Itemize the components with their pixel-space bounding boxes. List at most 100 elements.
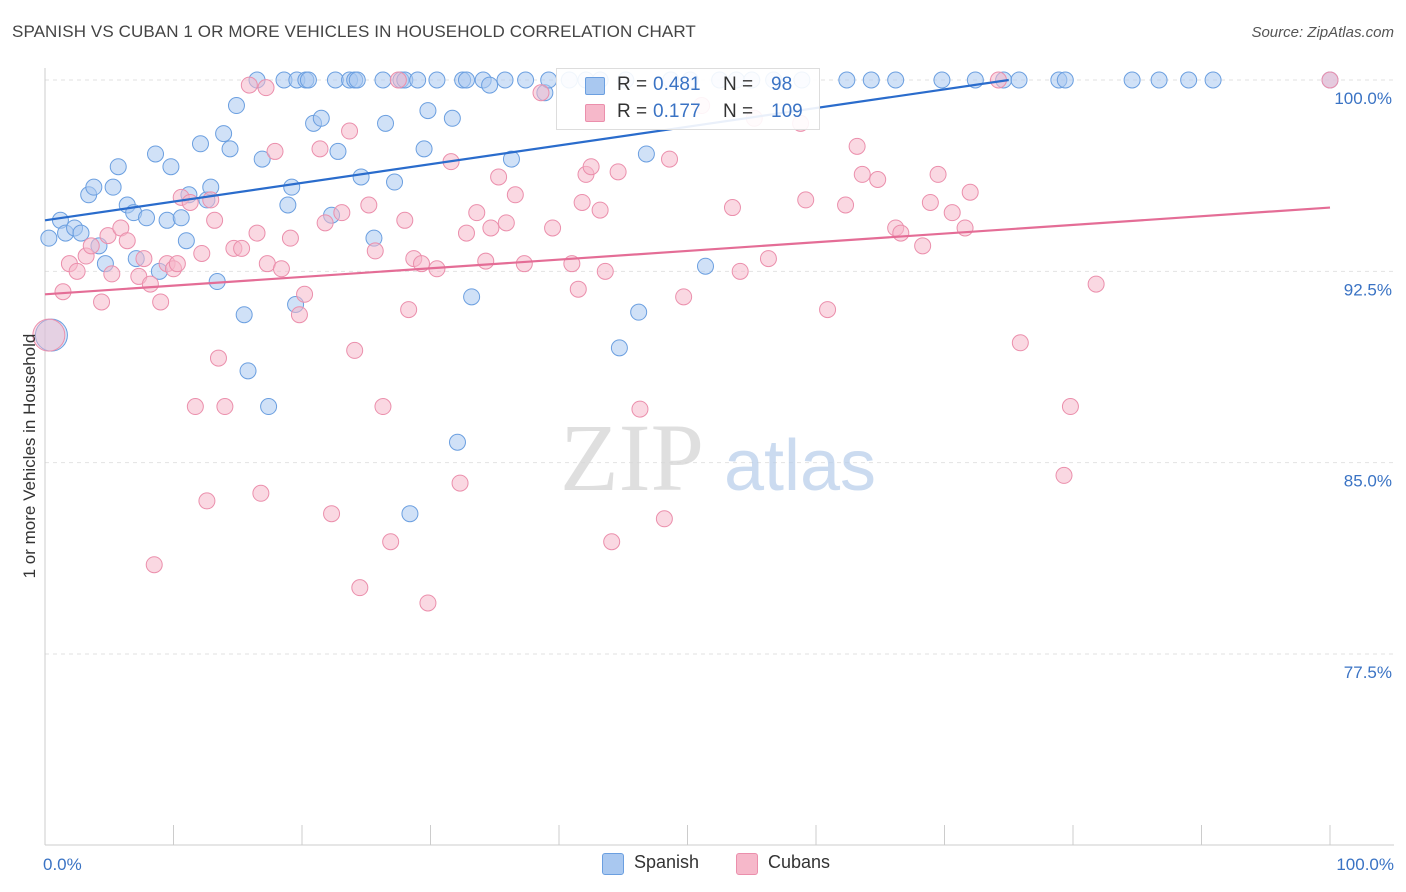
- spanish-point-89: [838, 71, 856, 89]
- cubans-point-47: [366, 242, 384, 260]
- cubans-point-59: [457, 224, 475, 242]
- cubans-point-38: [296, 285, 314, 303]
- cubans-point-107: [1321, 71, 1339, 89]
- cubans-point-88: [797, 191, 815, 209]
- spanish-point-77: [610, 339, 628, 357]
- legend-r-value: 0.177: [653, 101, 701, 122]
- cubans-point-90: [837, 196, 855, 214]
- cubans-point-70: [569, 280, 587, 298]
- spanish-point-68: [481, 76, 499, 94]
- cubans-point-52: [400, 301, 418, 319]
- correlation-legend: R = 0.481 N = 98 R = 0.177 N = 109: [556, 68, 820, 130]
- legend-r-value: 0.481: [653, 74, 701, 95]
- axes: [44, 68, 1394, 846]
- spanish-point-91: [887, 71, 905, 89]
- cubans-point-34: [266, 142, 284, 160]
- cubans-point-67: [532, 84, 550, 102]
- spanish-point-63: [448, 433, 466, 451]
- cubans-point-106: [1087, 275, 1105, 293]
- legend-swatch-spanish: [585, 77, 605, 95]
- cubans-point-45: [351, 579, 369, 597]
- spanish-point-70: [502, 150, 520, 168]
- cubans-point-14: [145, 556, 163, 574]
- series-legend: Spanish Cubans: [0, 852, 1406, 878]
- spanish-point-100: [1180, 71, 1198, 89]
- watermark-zip: ZIP: [560, 404, 704, 511]
- spanish-point-53: [377, 114, 395, 132]
- cubans-point-35: [272, 260, 290, 278]
- cubans-point-73: [582, 158, 600, 176]
- cubans-points: [32, 71, 1339, 612]
- cubans-point-86: [759, 250, 777, 268]
- spanish-point-101: [1204, 71, 1222, 89]
- cubans-point-74: [591, 201, 609, 219]
- cubans-point-44: [346, 341, 364, 359]
- spanish-point-36: [279, 196, 297, 214]
- cubans-point-71: [573, 193, 591, 211]
- spanish-point-41: [299, 71, 317, 89]
- y-tick-label-0: 77.5%: [1344, 663, 1392, 682]
- cubans-point-39: [311, 140, 329, 158]
- cubans-point-5: [82, 237, 100, 255]
- cubans-point-62: [482, 219, 500, 237]
- spanish-point-5: [72, 224, 90, 242]
- spanish-point-62: [443, 109, 461, 127]
- cubans-point-22: [193, 244, 211, 262]
- spanish-point-54: [386, 173, 404, 191]
- cubans-point-92: [853, 165, 871, 183]
- legend-swatch-cubans: [585, 104, 605, 122]
- spanish-point-30: [235, 306, 253, 324]
- spanish-point-69: [496, 71, 514, 89]
- cubans-point-61: [477, 252, 495, 270]
- cubans-point-36: [281, 229, 299, 247]
- spanish-point-43: [312, 109, 330, 127]
- spanish-point-16: [147, 145, 165, 163]
- spanish-point-49: [348, 71, 366, 89]
- cubans-point-95: [892, 224, 910, 242]
- spanish-point-98: [1123, 71, 1141, 89]
- cubans-point-33: [258, 255, 276, 273]
- spanish-point-7: [85, 178, 103, 196]
- cubans-point-0: [32, 318, 66, 352]
- spanish-point-46: [329, 142, 347, 160]
- cubans-point-10: [118, 232, 136, 250]
- cubans-point-25: [206, 211, 224, 229]
- legend-n-value: 109: [771, 101, 803, 122]
- cubans-point-104: [1055, 466, 1073, 484]
- cubans-point-83: [723, 199, 741, 217]
- chart-title: SPANISH VS CUBAN 1 OR MORE VEHICLES IN H…: [12, 22, 696, 41]
- cubans-point-50: [389, 71, 407, 89]
- cubans-point-93: [869, 170, 887, 188]
- cubans-point-51: [396, 211, 414, 229]
- cubans-point-101: [961, 183, 979, 201]
- spanish-point-15: [138, 209, 156, 227]
- legend-r-label: R =: [617, 101, 648, 122]
- spanish-point-18: [158, 211, 176, 229]
- cubans-point-91: [848, 137, 866, 155]
- cubans-point-29: [233, 239, 251, 257]
- cubans-point-8: [103, 265, 121, 283]
- y-tick-label-2: 92.5%: [1344, 280, 1392, 299]
- cubans-point-12: [135, 250, 153, 268]
- cubans-point-108: [257, 79, 275, 97]
- spanish-point-45: [326, 71, 344, 89]
- cubans-point-78: [631, 400, 649, 418]
- legend-n-label: N =: [723, 74, 754, 95]
- legend-n-label: N =: [723, 101, 754, 122]
- cubans-point-42: [333, 204, 351, 222]
- cubans-point-64: [497, 214, 515, 232]
- cubans-point-48: [374, 398, 392, 416]
- cubans-point-30: [240, 76, 258, 94]
- legend-n-value: 98: [771, 74, 793, 95]
- cubans-point-105: [1061, 398, 1079, 416]
- legend-swatch-cubans: [736, 853, 758, 875]
- cubans-point-77: [609, 163, 627, 181]
- spanish-point-23: [191, 135, 209, 153]
- cubans-point-37: [290, 306, 308, 324]
- cubans-point-27: [216, 398, 234, 416]
- cubans-point-40: [316, 214, 334, 232]
- cubans-point-31: [248, 224, 266, 242]
- cubans-point-32: [252, 484, 270, 502]
- cubans-point-15: [152, 293, 170, 311]
